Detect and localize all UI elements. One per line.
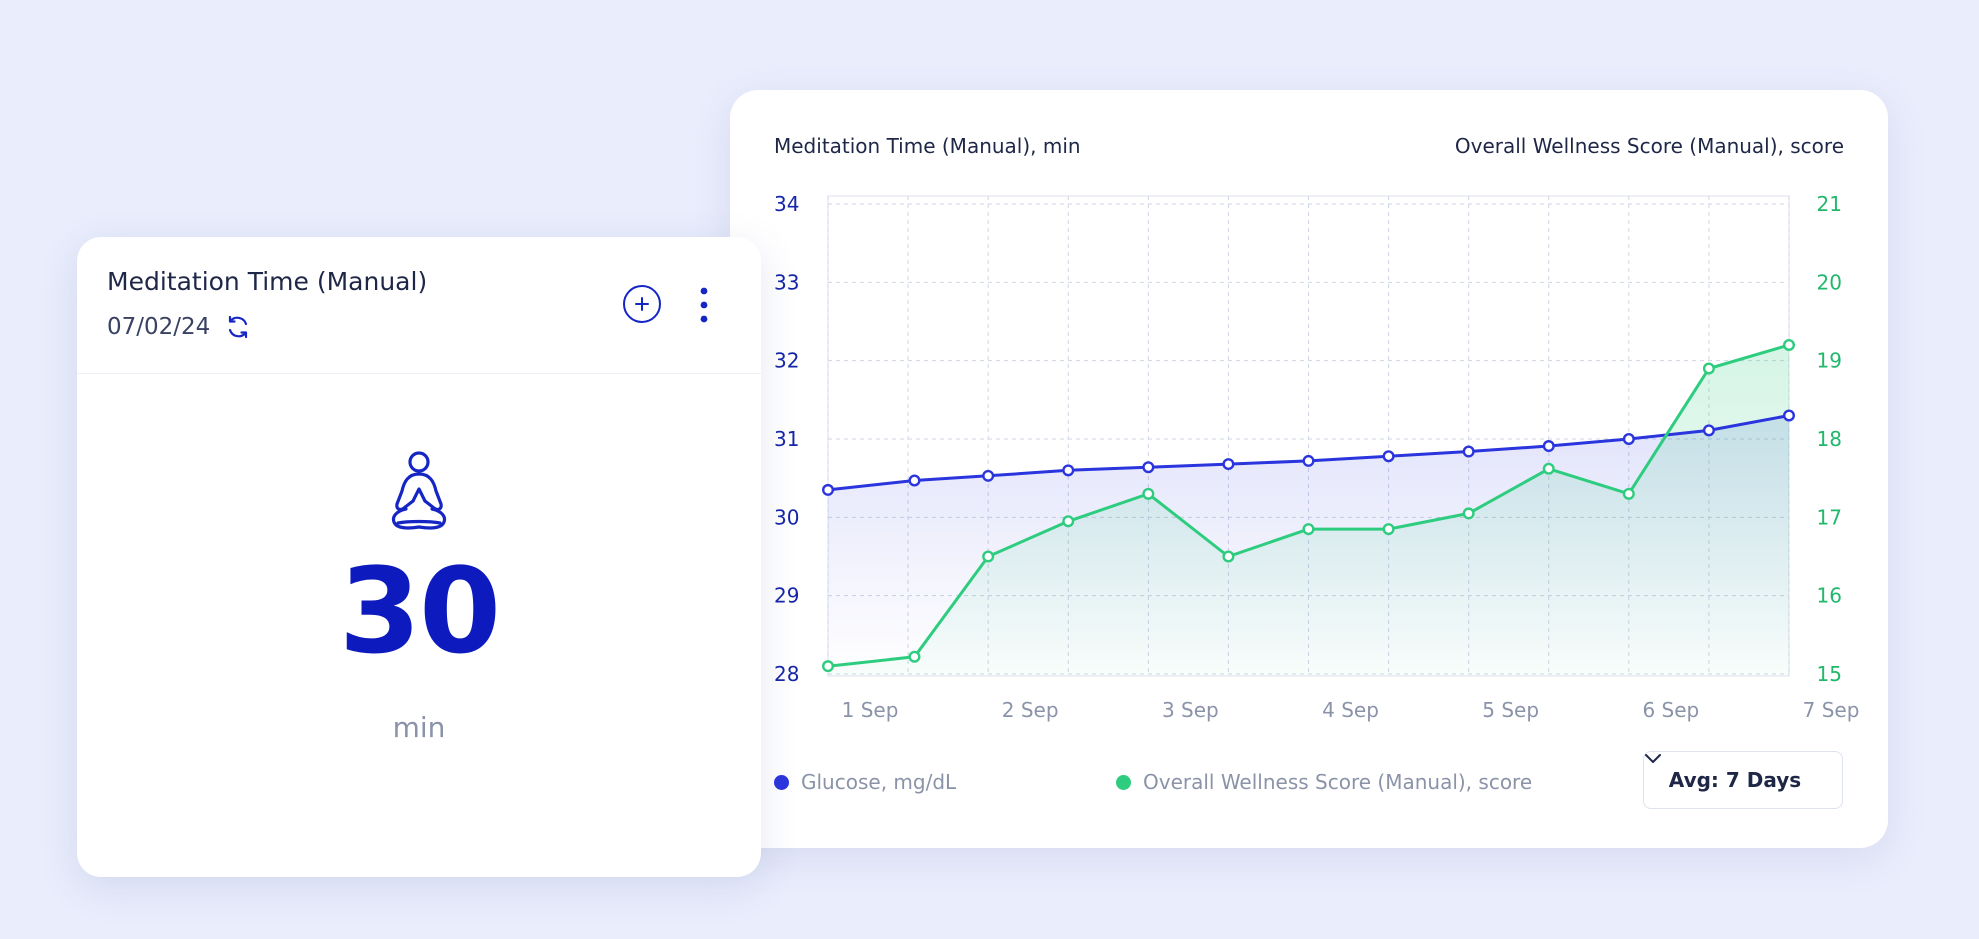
series-area [828, 345, 1789, 676]
legend-label-wellness: Overall Wellness Score (Manual), score [1143, 770, 1533, 794]
data-point [1782, 338, 1795, 351]
metric-date: 07/02/24 [107, 314, 211, 340]
data-point [1302, 523, 1315, 536]
data-point [1622, 433, 1635, 446]
y-left-tick-label: 29 [774, 584, 799, 608]
chart-plot: 28 15 29 16 30 17 31 18 32 19 33 20 34 21 1 Sep 2 Sep 3 … [774, 192, 1860, 722]
y-right-tick-label: 17 [1817, 505, 1842, 529]
data-point [1542, 462, 1555, 475]
x-tick-label: 7 Sep [1803, 698, 1860, 722]
y-left-tick-label: 31 [774, 427, 799, 451]
data-point [1382, 450, 1395, 463]
data-point [1062, 464, 1075, 477]
metric-value: 30 [338, 542, 501, 680]
x-tick-label: 6 Sep [1642, 698, 1699, 722]
metric-unit: min [392, 711, 446, 744]
meditation-icon [384, 449, 454, 537]
plus-icon [635, 297, 649, 311]
left-axis-title: Meditation Time (Manual), min [774, 134, 1081, 158]
y-right-tick-label: 19 [1817, 349, 1842, 373]
x-tick-label: 3 Sep [1162, 698, 1219, 722]
more-vertical-icon [700, 287, 708, 323]
avg-period-select[interactable]: Avg: 7 Days [1643, 751, 1843, 809]
y-left-tick-label: 32 [774, 349, 799, 373]
metric-title: Meditation Time (Manual) [107, 267, 428, 296]
metric-card: Meditation Time (Manual) 07/02/24 [77, 237, 761, 877]
legend-item-wellness[interactable]: Overall Wellness Score (Manual), score [1116, 770, 1532, 794]
y-left-tick-label: 30 [774, 505, 799, 529]
data-point [982, 469, 995, 482]
data-point [908, 474, 921, 487]
data-point [982, 550, 995, 563]
legend-dot-glucose [774, 774, 789, 790]
data-point [1142, 461, 1155, 474]
data-point [1222, 458, 1235, 471]
data-point [1062, 515, 1075, 528]
data-point [1702, 362, 1715, 375]
data-point [1142, 487, 1155, 500]
y-right-tick-label: 16 [1817, 584, 1842, 608]
metric-date-row: 07/02/24 [107, 313, 252, 341]
more-options-button[interactable] [692, 284, 716, 326]
legend-label-glucose: Glucose, mg/dL [801, 770, 957, 794]
card-divider [77, 373, 761, 374]
legend-dot-wellness [1116, 774, 1131, 790]
chart-card: Meditation Time (Manual), min Overall We… [730, 90, 1888, 848]
data-point [1302, 454, 1315, 467]
data-point [1462, 445, 1475, 458]
x-tick-label: 5 Sep [1482, 698, 1539, 722]
y-right-tick-label: 15 [1817, 662, 1842, 686]
x-tick-label: 2 Sep [1002, 698, 1059, 722]
data-point [821, 660, 834, 673]
y-right-tick-label: 20 [1817, 270, 1842, 294]
data-point [1622, 487, 1635, 500]
y-left-tick-label: 28 [774, 662, 799, 686]
data-point [1542, 440, 1555, 453]
legend-item-glucose[interactable]: Glucose, mg/dL [774, 770, 956, 794]
data-point [1782, 409, 1795, 422]
data-point [908, 650, 921, 663]
y-right-tick-label: 18 [1817, 427, 1842, 451]
y-left-tick-label: 33 [774, 270, 799, 294]
add-button[interactable] [623, 285, 661, 323]
y-right-tick-label: 21 [1817, 192, 1842, 216]
x-tick-label: 4 Sep [1322, 698, 1379, 722]
data-point [821, 483, 834, 496]
data-point [1222, 550, 1235, 563]
right-axis-title: Overall Wellness Score (Manual), score [1454, 134, 1844, 158]
refresh-icon[interactable] [224, 313, 252, 341]
x-tick-label: 1 Sep [842, 698, 899, 722]
data-point [1382, 523, 1395, 536]
y-left-tick-label: 34 [774, 192, 799, 216]
avg-period-value: Avg: 7 Days [1668, 768, 1802, 792]
data-point [1462, 507, 1475, 520]
data-point [1702, 424, 1715, 437]
